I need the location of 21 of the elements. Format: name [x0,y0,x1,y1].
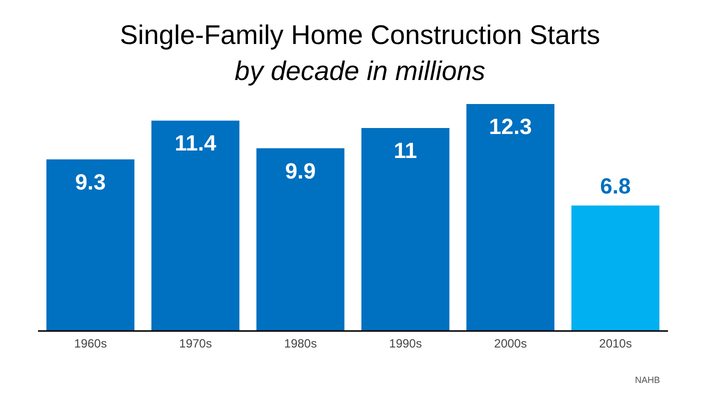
data-label: 11 [394,138,418,163]
data-label: 9.9 [285,158,316,184]
text: NAHB [634,375,660,385]
bar [571,206,660,331]
data-label: 11.4 [174,130,217,156]
bar [466,104,554,331]
x-tick-label: 1990s [389,336,422,351]
bar [256,148,344,331]
data-label: 12.3 [488,114,532,139]
x-tick-label: 1970s [179,336,212,351]
x-tick-label: 1980s [284,336,317,351]
bar [361,128,450,331]
chart-title: Single-Family Home Construction Starts [118,20,602,51]
chart-subtitle: by decade in millions [234,56,486,87]
x-tick-label: 2010s [599,336,632,351]
x-tick-label: 2000s [494,336,527,351]
bar [46,159,134,331]
data-label: 6.8 [600,174,631,199]
bar [151,120,240,331]
data-label: 9.3 [75,169,106,194]
x-tick-label: 1960s [74,336,107,351]
